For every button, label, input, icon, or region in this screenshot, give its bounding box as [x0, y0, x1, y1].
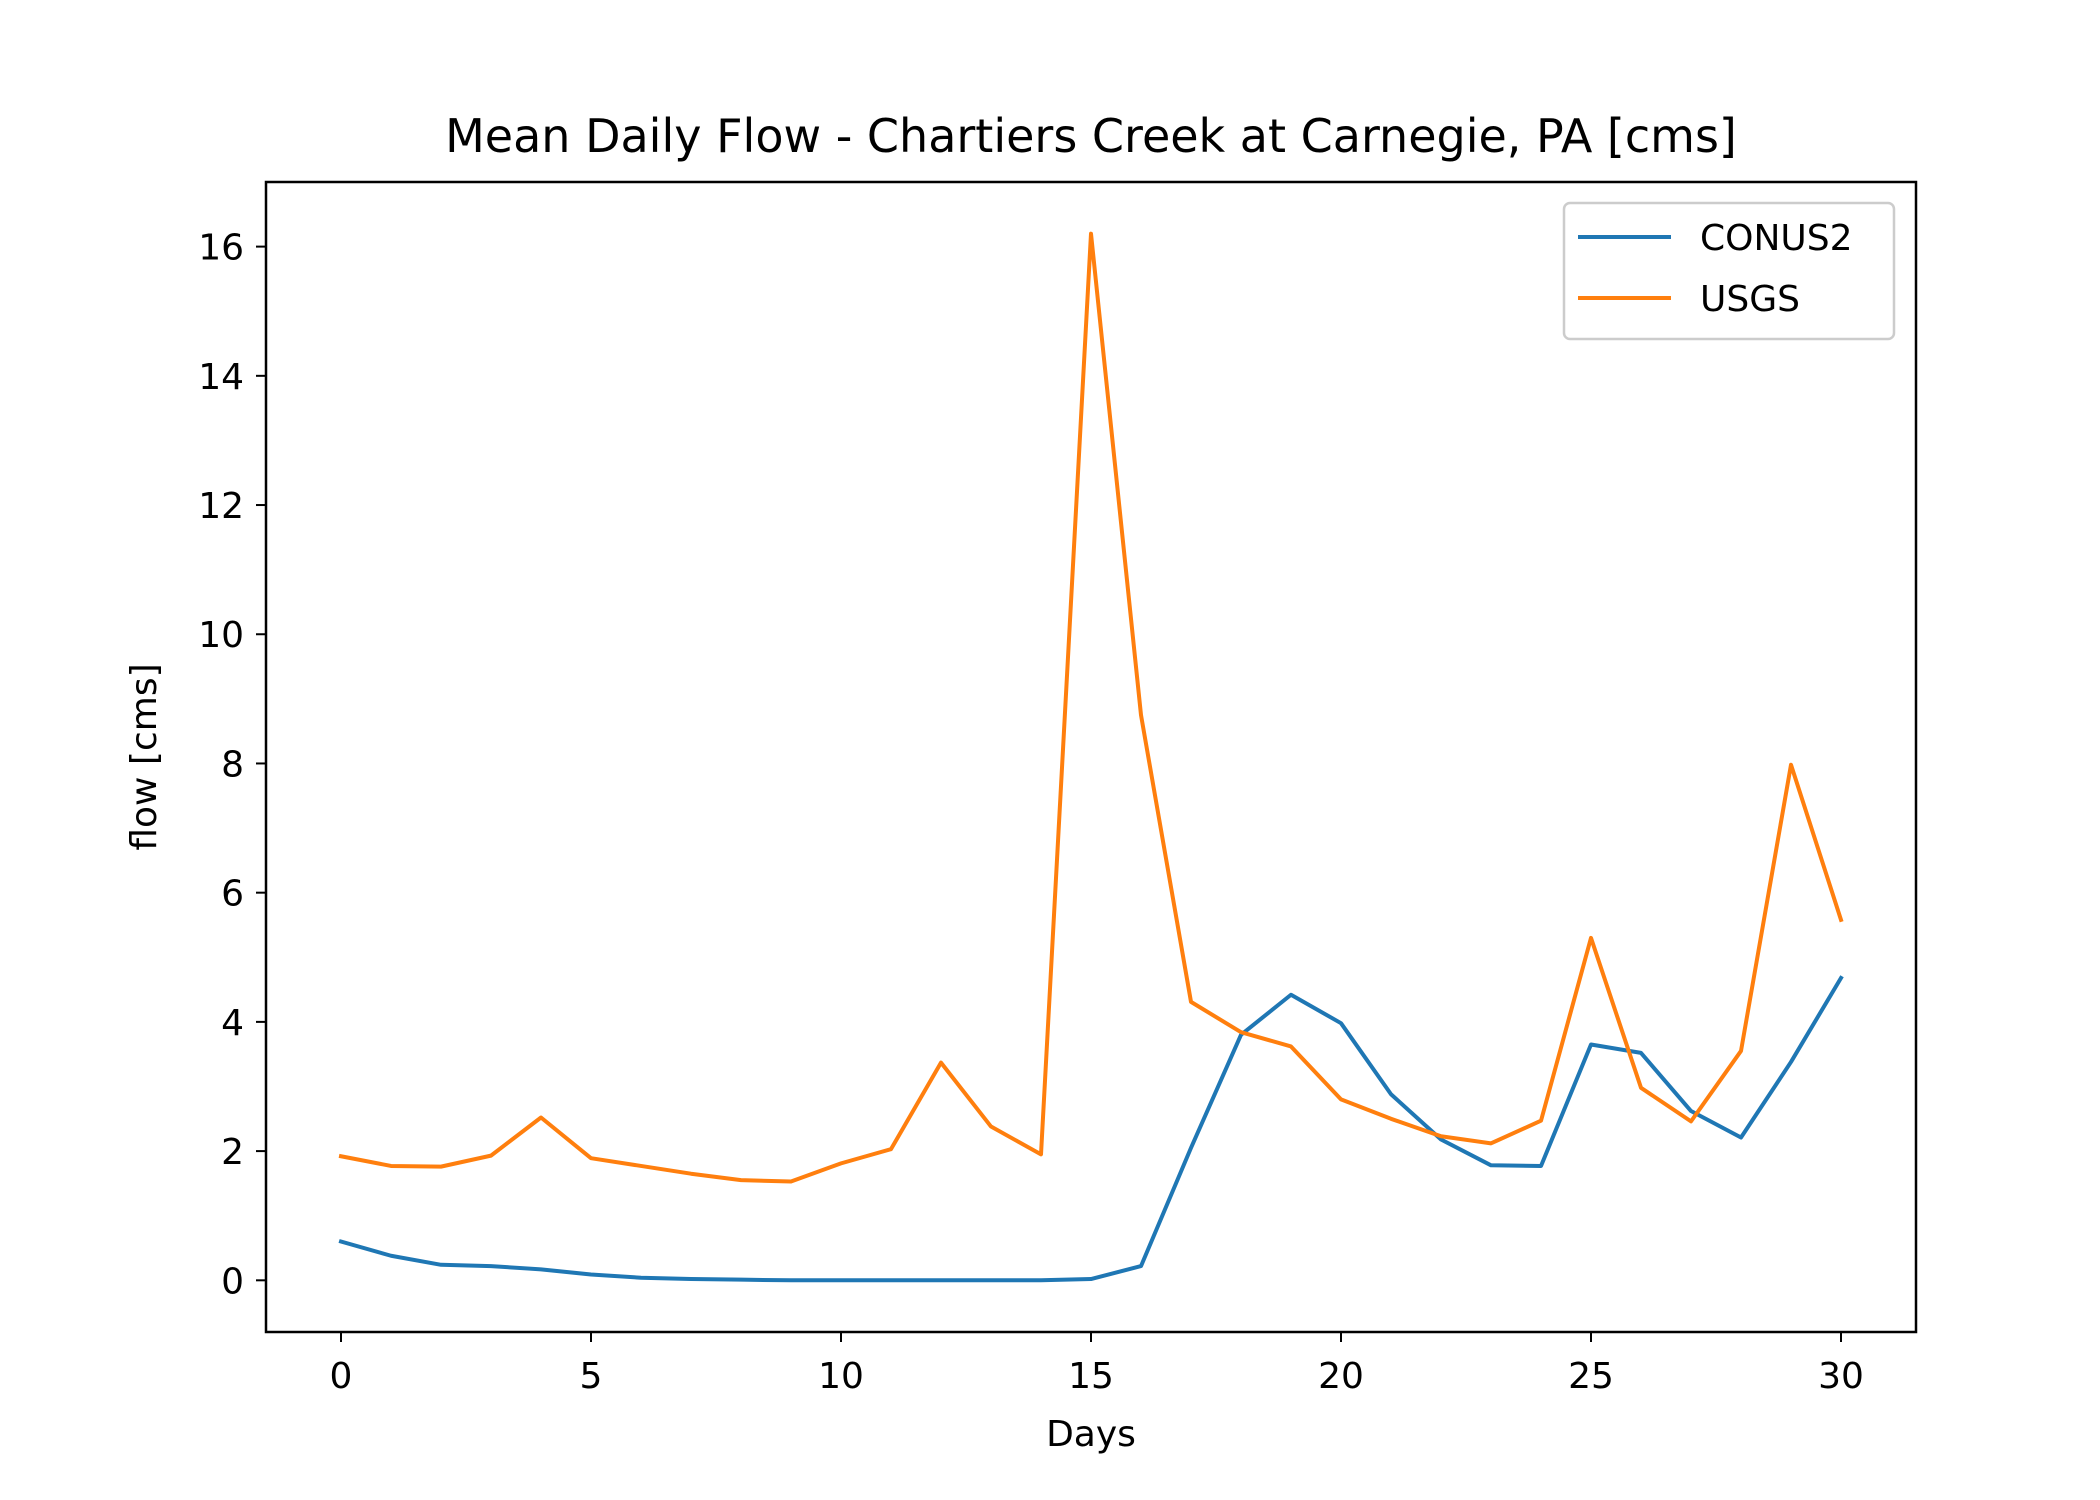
y-tick-label: 14	[198, 357, 244, 398]
y-tick-label: 4	[221, 1003, 244, 1044]
chart-title: Mean Daily Flow - Chartiers Creek at Car…	[445, 109, 1737, 163]
y-axis-label: flow [cms]	[124, 663, 165, 850]
plot-frame	[264, 180, 1918, 1334]
legend-label-usgs: USGS	[1700, 279, 1800, 320]
y-tick-label: 6	[221, 874, 244, 915]
x-tick-label: 5	[580, 1356, 603, 1397]
y-tick-label: 16	[198, 228, 244, 269]
legend-label-conus2: CONUS2	[1700, 218, 1853, 259]
x-axis-label: Days	[1046, 1414, 1136, 1455]
x-tick-label: 25	[1568, 1356, 1614, 1397]
axes-layer: 0 5 10 15 20 25 30 0 2 4 6 8 10 12 14 16	[198, 228, 1864, 1397]
series-line-conus2	[338, 975, 1844, 1283]
y-tick-label: 8	[221, 744, 244, 785]
x-tick-label: 30	[1818, 1356, 1864, 1397]
y-tick-label: 0	[221, 1261, 244, 1302]
y-tick-label: 10	[198, 615, 244, 656]
legend: CONUS2 USGS	[1562, 201, 1896, 341]
series-layer	[338, 231, 1844, 1283]
x-tick-label: 10	[818, 1356, 864, 1397]
x-tick-label: 20	[1318, 1356, 1364, 1397]
y-tick-label: 2	[221, 1132, 244, 1173]
y-tick-label: 12	[198, 486, 244, 527]
x-tick-label: 15	[1068, 1356, 1114, 1397]
x-tick-label: 0	[330, 1356, 353, 1397]
series-line-usgs	[338, 231, 1844, 1184]
